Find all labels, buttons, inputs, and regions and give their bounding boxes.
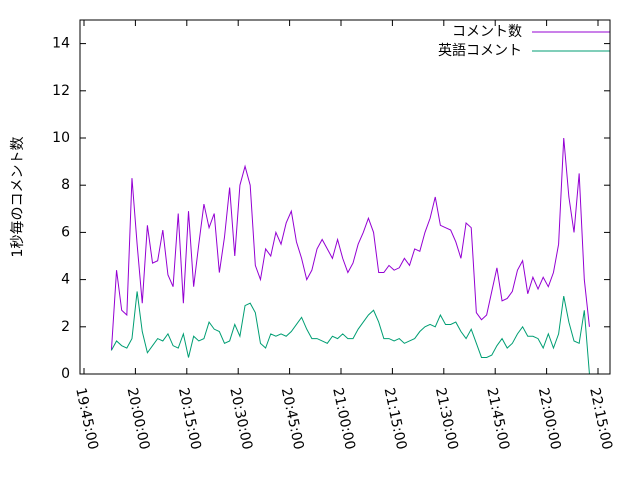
y-tick-label: 10 [52, 130, 70, 146]
x-tick-label: 20:15:00 [175, 386, 204, 451]
legend-label: 英語コメント [438, 42, 522, 59]
series-line [110, 291, 590, 375]
y-tick-label: 14 [52, 36, 70, 52]
x-tick-label: 21:45:00 [483, 386, 512, 451]
x-tick-label: 20:00:00 [124, 386, 153, 451]
x-tick-label: 21:15:00 [381, 386, 410, 451]
x-tick-label: 20:45:00 [278, 386, 307, 451]
x-tick-label: 19:45:00 [72, 386, 101, 451]
y-tick-label: 4 [61, 272, 70, 288]
series-line [110, 137, 590, 351]
y-axis-label: 1秒毎のコメント数 [10, 137, 26, 258]
y-tick-label: 12 [52, 83, 70, 99]
x-tick-label: 22:00:00 [535, 386, 564, 451]
legend-label: コメント数 [452, 24, 522, 40]
x-tick-label: 22:15:00 [586, 386, 615, 451]
y-tick-label: 0 [61, 366, 70, 382]
x-tick-label: 20:30:00 [226, 386, 255, 451]
x-tick-label: 21:30:00 [432, 386, 461, 451]
plot-border [79, 19, 611, 375]
x-tick-label: 21:00:00 [329, 386, 358, 451]
y-tick-label: 6 [61, 224, 70, 240]
y-tick-label: 8 [61, 177, 70, 193]
y-tick-label: 2 [61, 319, 70, 335]
